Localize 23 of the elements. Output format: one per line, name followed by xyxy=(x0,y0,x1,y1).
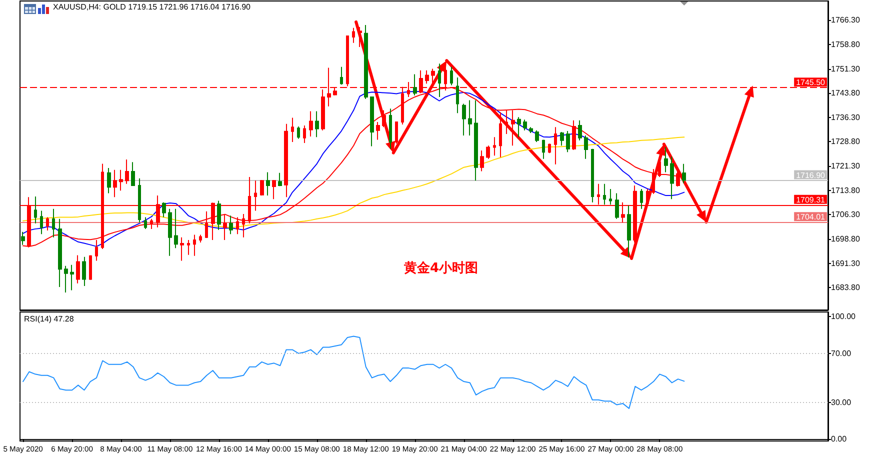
y-tick-label: 1698.80 xyxy=(831,234,860,244)
chart-title: RSI(14) 47.28 xyxy=(24,314,74,324)
y-tick-label: 1758.80 xyxy=(831,40,860,49)
y-tick-label: 70.00 xyxy=(831,348,852,358)
ref-line-label: 1716.90 xyxy=(796,170,826,180)
ref-line-label: 1709.31 xyxy=(796,195,826,204)
ref-line-label: 1745.50 xyxy=(796,78,826,88)
y-tick-label: 30.00 xyxy=(831,398,852,407)
y-tick-label: 1691.30 xyxy=(831,258,860,268)
y-tick-label: 0.00 xyxy=(831,434,848,444)
y-tick-label: 1728.80 xyxy=(831,137,860,146)
y-tick-label: 1706.30 xyxy=(831,210,860,220)
y-tick-label: 1721.30 xyxy=(831,162,860,171)
y-tick-label: 1713.80 xyxy=(831,186,860,195)
chart-title: XAUUSD,H4: GOLD 1719.15 1721.96 1716.04 1716.90 xyxy=(53,2,252,12)
y-tick-label: 1736.30 xyxy=(831,112,860,122)
y-tick-label: 1766.30 xyxy=(831,16,860,25)
y-tick-label: 1743.80 xyxy=(831,88,860,98)
y-tick-label: 1751.30 xyxy=(831,64,860,74)
y-tick-label: 1683.80 xyxy=(831,283,860,292)
ref-line-label: 1704.01 xyxy=(796,212,826,222)
annotation: 黄金4小时图 xyxy=(403,261,478,276)
y-tick-label: 100.00 xyxy=(831,312,856,322)
